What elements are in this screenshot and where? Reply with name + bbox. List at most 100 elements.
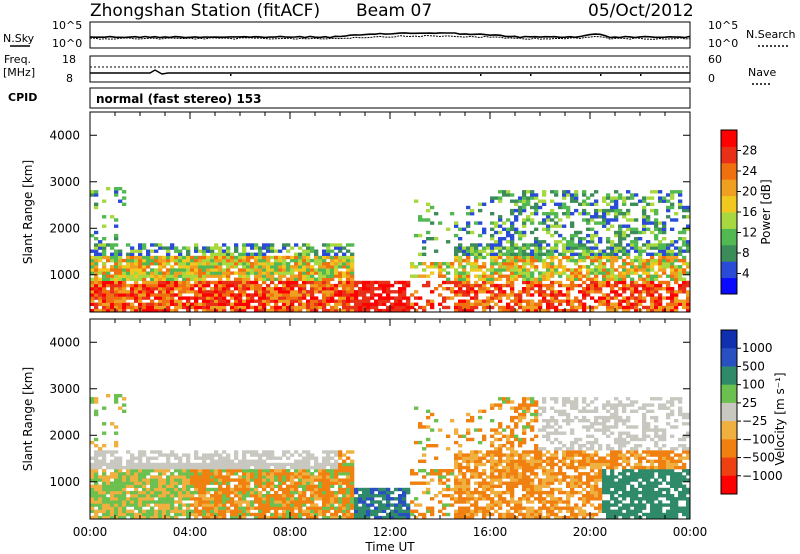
velocity-cell [538, 497, 543, 501]
power-cell [234, 262, 239, 266]
power-cell [470, 305, 475, 310]
velocity-cell [478, 475, 483, 479]
power-cell [218, 249, 223, 253]
power-cell [610, 258, 615, 263]
power-cell [262, 277, 267, 281]
velocity-cell [130, 469, 135, 473]
power-cell [606, 246, 611, 250]
velocity-cell [250, 503, 255, 507]
power-cell [210, 255, 215, 260]
velocity-cell [526, 481, 531, 485]
power-cell [130, 249, 135, 253]
power-cell [466, 255, 471, 260]
power-cell [310, 265, 315, 269]
power-cell [442, 268, 447, 272]
power-cell [554, 293, 559, 297]
velocity-cell [206, 497, 211, 501]
power-cell [578, 240, 583, 244]
velocity-cell [546, 481, 551, 485]
velocity-cell [162, 509, 167, 513]
freq-label: Freq. [4, 53, 31, 66]
power-cell [658, 246, 663, 250]
power-cell [534, 283, 539, 288]
velocity-cell [478, 428, 483, 432]
power-cell [94, 258, 99, 263]
power-cell [434, 237, 439, 241]
velocity-cell [566, 497, 571, 501]
power-cell [586, 233, 591, 238]
velocity-cell [322, 475, 327, 479]
velocity-cell [138, 512, 143, 517]
power-cell [542, 274, 547, 278]
velocity-cell [482, 437, 487, 442]
velocity-cell [350, 512, 355, 517]
power-cell [570, 249, 575, 253]
power-cell [250, 246, 255, 250]
velocity-cell [294, 512, 299, 517]
velocity-cell [246, 503, 251, 507]
velocity-cell [510, 490, 515, 495]
velocity-cell [358, 512, 363, 517]
velocity-cell [166, 459, 171, 463]
velocity-cell [538, 512, 543, 517]
power-cell [438, 268, 443, 272]
power-cell [454, 255, 459, 260]
velocity-cell [230, 469, 235, 473]
power-cell [114, 293, 119, 297]
power-cell [554, 255, 559, 260]
power-cell [102, 299, 107, 303]
power-cell [658, 240, 663, 244]
power-cell [630, 240, 635, 244]
velocity-cell [386, 500, 391, 504]
power-cell [170, 299, 175, 303]
velocity-cell [190, 462, 195, 467]
velocity-cell [522, 403, 527, 407]
power-cell [90, 271, 95, 275]
velocity-cell [250, 512, 255, 517]
velocity-cell [94, 412, 99, 417]
power-cell [366, 299, 371, 303]
velocity-cell [130, 481, 135, 485]
velocity-cell [178, 512, 183, 517]
power-cell [270, 243, 275, 247]
power-cell [118, 268, 123, 272]
power-cell [202, 287, 207, 291]
power-cell [610, 287, 615, 291]
velocity-cell [118, 515, 123, 520]
velocity-cell [546, 434, 551, 438]
velocity-cell [218, 484, 223, 488]
power-cell [582, 290, 587, 294]
power-cell [94, 290, 99, 294]
velocity-cell [522, 506, 527, 510]
velocity-cell [262, 462, 267, 467]
power-cell [514, 255, 519, 260]
velocity-cell [526, 484, 531, 488]
velocity-cell [562, 500, 567, 504]
power-cell [422, 274, 427, 278]
power-cell [326, 246, 331, 250]
velocity-cell [378, 506, 383, 510]
power-cell [274, 299, 279, 303]
velocity-cell [106, 478, 111, 482]
power-cell [158, 255, 163, 260]
velocity-cell [442, 494, 447, 498]
velocity-cell [246, 494, 251, 498]
velocity-cell [230, 462, 235, 467]
power-cell [334, 252, 339, 256]
power-cell [546, 287, 551, 291]
velocity-cell [90, 494, 95, 498]
power-cell [102, 302, 107, 306]
power-cell [666, 193, 671, 197]
velocity-cell [534, 472, 539, 476]
velocity-cell [490, 512, 495, 517]
power-cell [274, 305, 279, 310]
power-cell [302, 258, 307, 263]
power-cell [590, 296, 595, 300]
power-cell [522, 265, 527, 269]
velocity-cell [230, 500, 235, 504]
velocity-cell [290, 475, 295, 479]
power-cell [550, 293, 555, 297]
velocity-cell [138, 494, 143, 498]
power-cell [330, 271, 335, 275]
power-cell [670, 227, 675, 231]
